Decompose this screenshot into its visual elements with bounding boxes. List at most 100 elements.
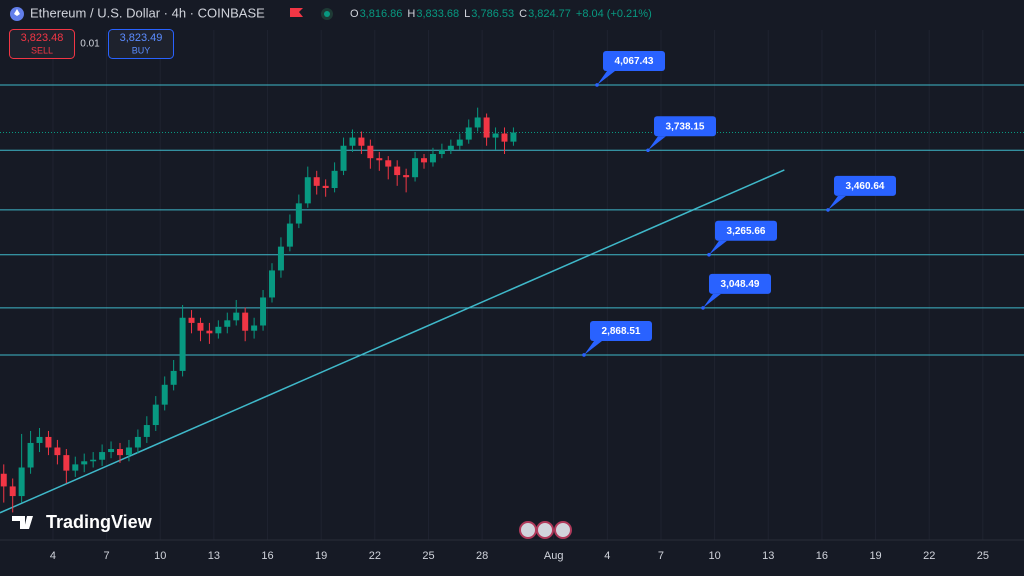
candle-body bbox=[483, 117, 490, 138]
logo-mark bbox=[12, 516, 33, 529]
x-tick-label: 13 bbox=[762, 550, 774, 562]
sell-button[interactable] bbox=[9, 29, 75, 59]
buy-label: BUY bbox=[132, 45, 151, 55]
candle-body bbox=[429, 154, 436, 163]
candle-body bbox=[501, 133, 508, 142]
flag-icon[interactable] bbox=[290, 8, 303, 17]
candle-body bbox=[108, 449, 115, 453]
change: +8.04 (+0.21%) bbox=[576, 8, 652, 20]
candle-body bbox=[456, 139, 463, 146]
callout-box bbox=[654, 116, 716, 137]
candle-body bbox=[322, 185, 329, 189]
ohlc-value: 3,824.77 bbox=[528, 8, 571, 20]
callout-box bbox=[709, 273, 771, 294]
candle-body bbox=[179, 317, 186, 371]
callout-tail bbox=[584, 340, 602, 355]
x-tick-label: 7 bbox=[658, 550, 664, 562]
level-label: 3,460.64 bbox=[846, 181, 885, 192]
x-tick-label: 4 bbox=[50, 550, 56, 562]
callout-tail bbox=[597, 70, 615, 85]
event-icon[interactable] bbox=[554, 521, 572, 539]
candle-body bbox=[197, 322, 204, 331]
plot-area: 4,067.43 3,738.15 3,460.64 3,265.66 3,048.49… bbox=[0, 30, 1024, 540]
candle-body bbox=[331, 170, 338, 189]
event-icon[interactable] bbox=[519, 521, 537, 539]
ohlc-label: C bbox=[519, 8, 527, 20]
callout-box bbox=[603, 50, 665, 71]
candle-body bbox=[385, 160, 392, 167]
level-label: 3,048.49 bbox=[721, 279, 760, 290]
event-icon[interactable] bbox=[536, 521, 554, 539]
sell-price: 3,823.48 bbox=[21, 32, 64, 44]
candle-body bbox=[313, 177, 320, 186]
x-tick-label: 16 bbox=[816, 550, 828, 562]
ohlc-value: 3,816.86 bbox=[360, 8, 403, 20]
x-tick-label: 22 bbox=[923, 550, 935, 562]
candle-body bbox=[510, 132, 517, 142]
x-tick-label: 4 bbox=[604, 550, 610, 562]
candle-body bbox=[116, 449, 123, 456]
x-tick-label: 25 bbox=[977, 550, 989, 562]
candle-body bbox=[376, 158, 383, 161]
candle-body bbox=[188, 317, 195, 323]
candle-body bbox=[170, 370, 177, 385]
candle-body bbox=[125, 447, 132, 456]
logo-text[interactable]: TradingView bbox=[46, 512, 153, 532]
spread: 0.01 bbox=[80, 39, 100, 50]
level-label: 3,265.66 bbox=[727, 226, 766, 237]
candle-body bbox=[340, 145, 347, 171]
candle-body bbox=[161, 384, 168, 405]
candle-body bbox=[90, 459, 97, 462]
candle-body bbox=[304, 177, 311, 204]
x-tick-label: 13 bbox=[208, 550, 220, 562]
sell-label: SELL bbox=[31, 45, 53, 55]
candle-body bbox=[277, 246, 284, 271]
x-tick-label: 10 bbox=[154, 550, 166, 562]
callout-anchor bbox=[646, 148, 650, 153]
candle-body bbox=[421, 158, 428, 163]
candle-body bbox=[134, 436, 141, 448]
candle-body bbox=[295, 203, 302, 224]
candle-body bbox=[224, 320, 231, 327]
candle-body bbox=[260, 297, 267, 326]
callout-tail bbox=[648, 136, 666, 151]
candle-body bbox=[474, 117, 481, 128]
ohlc-label: O bbox=[350, 8, 359, 20]
ohlc-readout: O 3,816.86 H 3,833.68 L 3,786.53 C 3,824.77 +8.0… bbox=[350, 8, 652, 20]
callout-tail bbox=[709, 240, 727, 255]
candle-body bbox=[36, 436, 43, 443]
x-tick-label: 25 bbox=[422, 550, 434, 562]
callout-anchor bbox=[595, 83, 599, 87]
buy-button[interactable] bbox=[108, 29, 174, 59]
candle-body bbox=[286, 223, 293, 247]
callout-anchor bbox=[582, 353, 586, 357]
candle-body bbox=[143, 425, 150, 437]
candle-body bbox=[99, 452, 106, 460]
candle-body bbox=[54, 447, 61, 456]
symbol-title[interactable]: Ethereum / U.S. Dollar · 4h · COINBASE bbox=[30, 5, 265, 20]
level-label: 3,738.15 bbox=[666, 121, 705, 132]
callout-box bbox=[834, 175, 896, 196]
candle-body bbox=[81, 461, 88, 465]
callout-anchor bbox=[701, 306, 705, 310]
candle-body bbox=[412, 158, 419, 178]
candle-body bbox=[18, 467, 25, 497]
x-tick-label: 22 bbox=[369, 550, 381, 562]
time-axis bbox=[0, 540, 1024, 576]
x-tick-label: 7 bbox=[104, 550, 110, 562]
level-label: 4,067.43 bbox=[615, 56, 654, 67]
candle-body bbox=[358, 137, 365, 146]
candle-body bbox=[72, 464, 79, 471]
x-tick-label: Aug bbox=[544, 550, 564, 562]
x-tick-label: 19 bbox=[315, 550, 327, 562]
candle-body bbox=[9, 486, 16, 497]
candle-body bbox=[349, 137, 356, 146]
candle-body bbox=[465, 127, 472, 140]
candle-body bbox=[492, 133, 499, 138]
x-tick-label: 16 bbox=[261, 550, 273, 562]
ohlc-label: L bbox=[464, 8, 470, 20]
trendline bbox=[0, 169, 785, 514]
candle-body bbox=[27, 442, 34, 468]
ohlc-label: H bbox=[407, 8, 415, 20]
